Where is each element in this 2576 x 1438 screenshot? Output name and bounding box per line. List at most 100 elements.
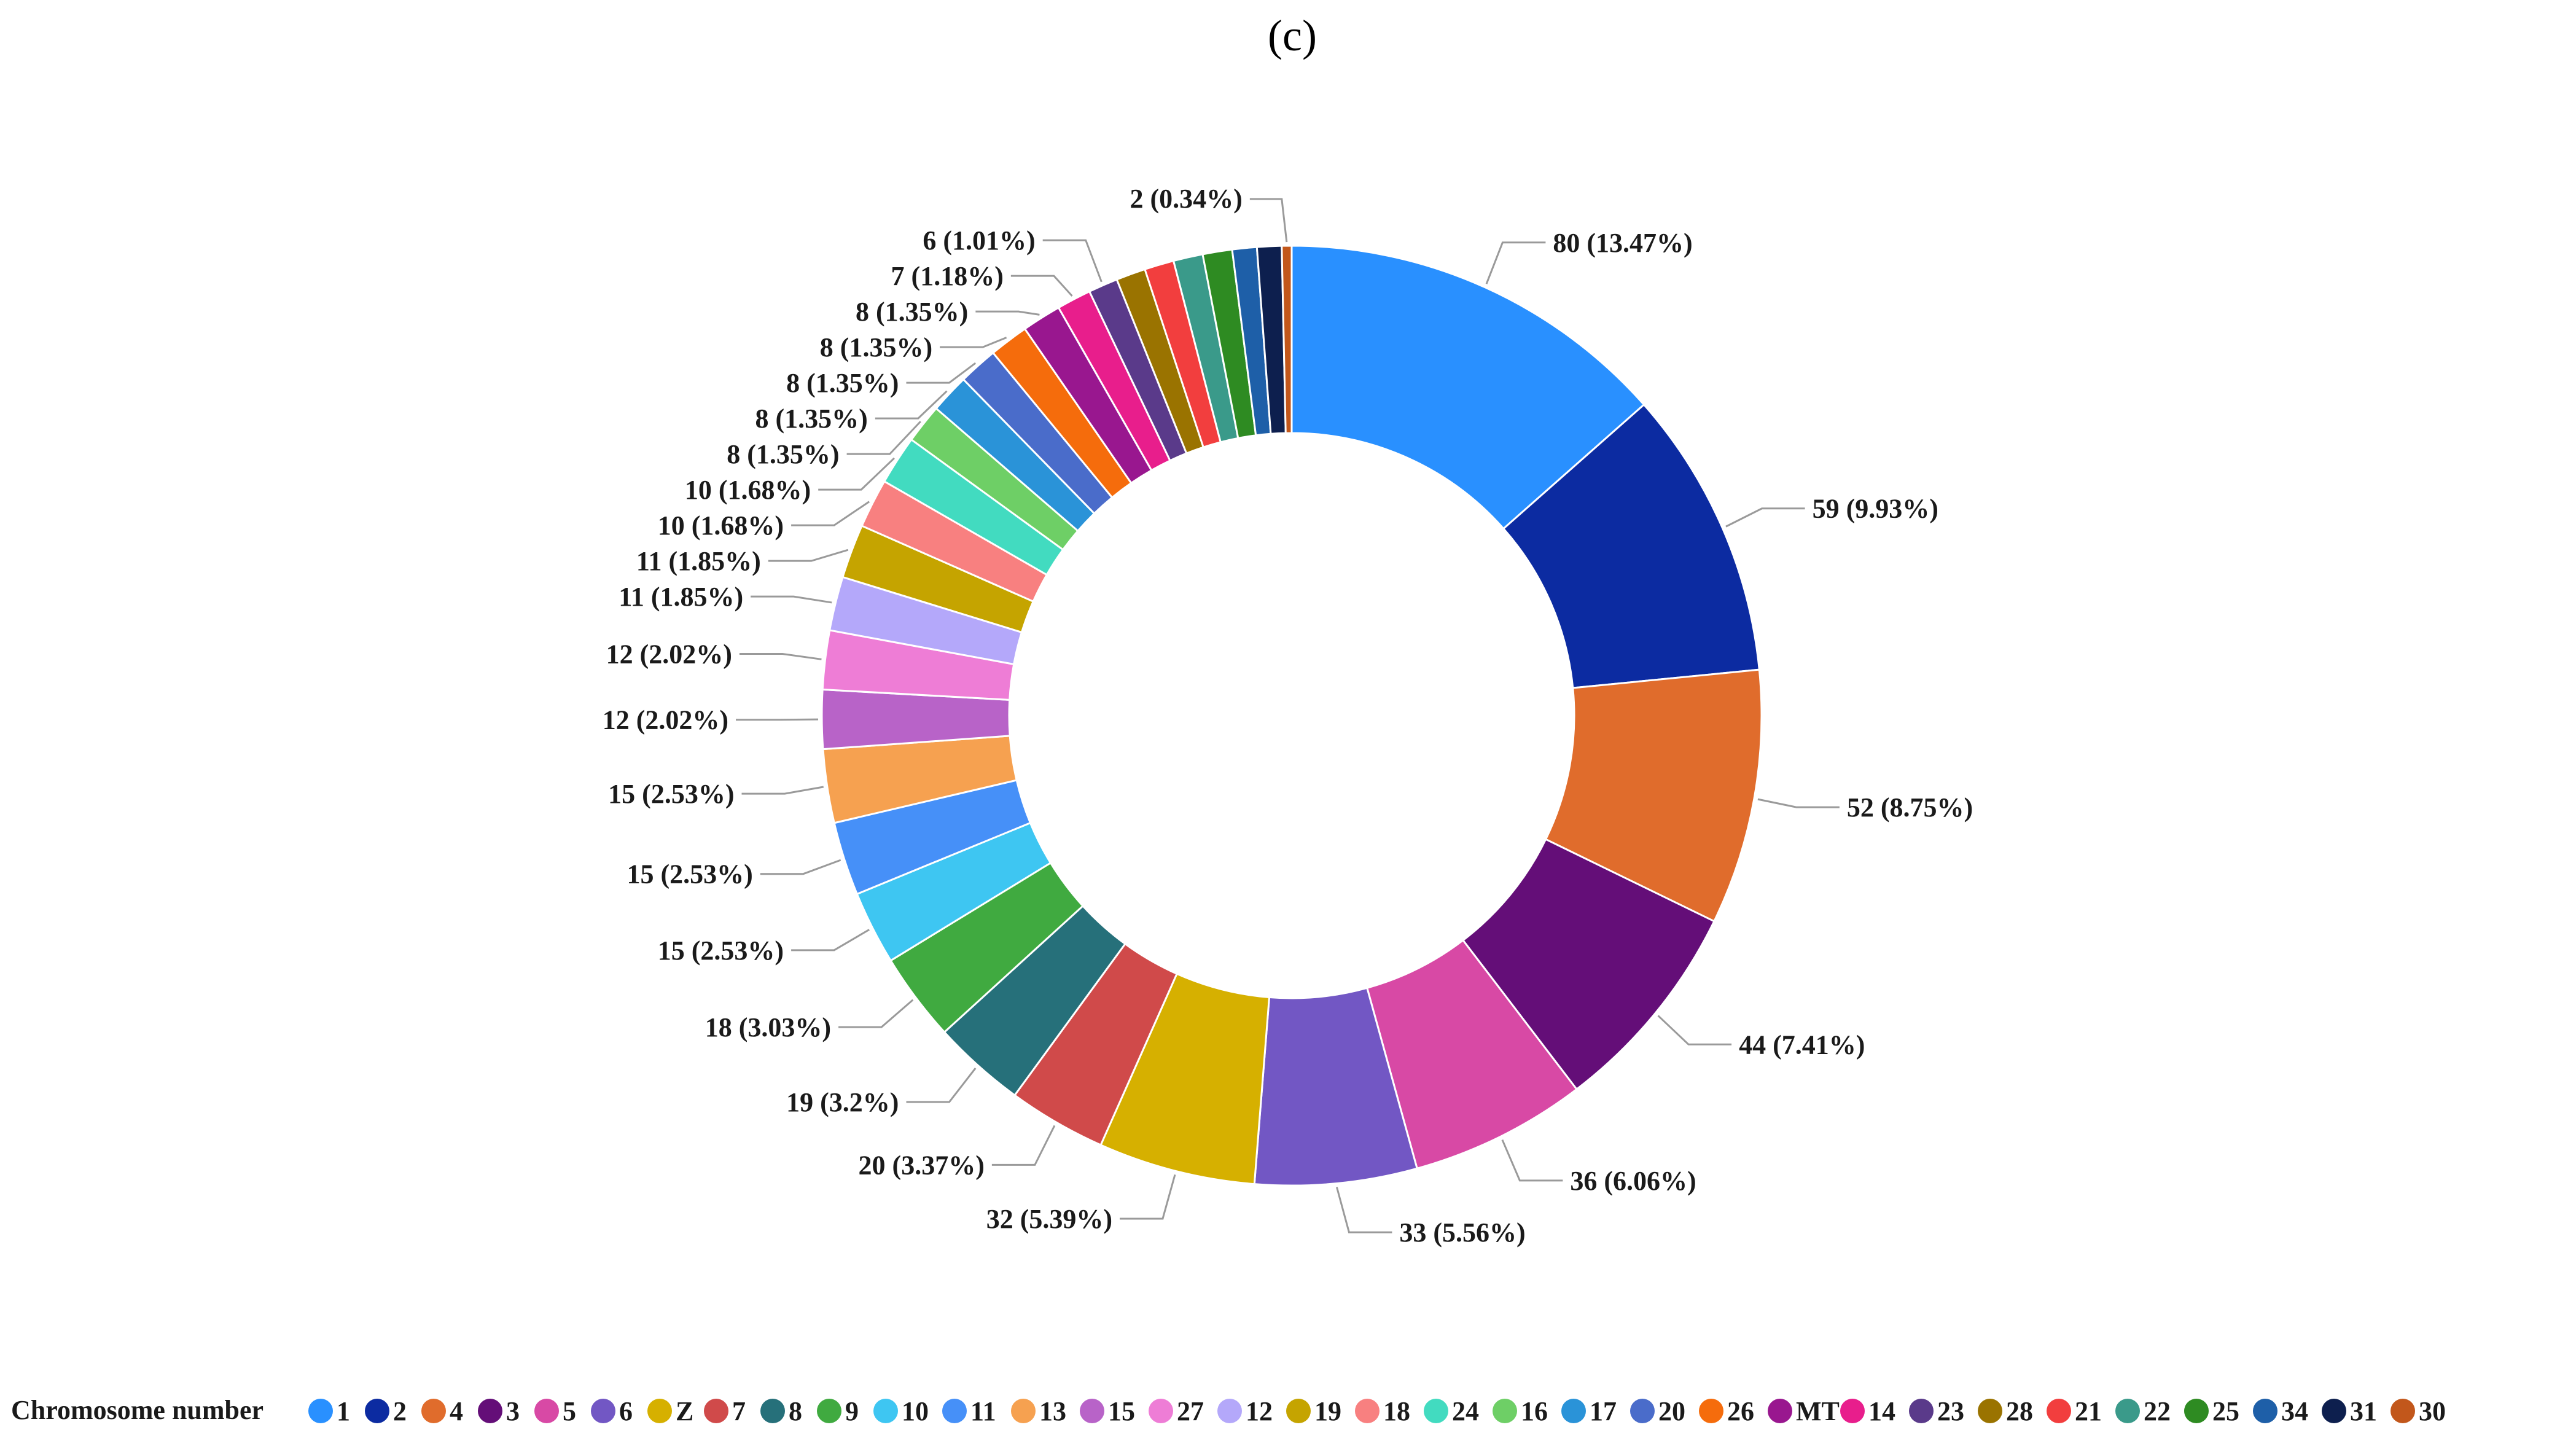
leader-line: [846, 421, 921, 455]
legend-marker-chr-16: [1493, 1399, 1517, 1423]
legend-label-chr-23: 23: [1937, 1396, 1964, 1426]
panel-label: (c): [1268, 11, 1317, 60]
leader-line: [818, 457, 895, 491]
legend-label-chr-34: 34: [2281, 1396, 2308, 1426]
legend-marker-chr-34: [2253, 1399, 2277, 1423]
legend-marker-chr-28: [1978, 1399, 2002, 1423]
legend-marker-chr-13: [1011, 1399, 1036, 1423]
legend-marker-chr-9: [817, 1399, 841, 1423]
slice-label-chr-9: 18 (3.03%): [705, 1012, 831, 1042]
legend-label-chr-19: 19: [1314, 1396, 1341, 1426]
legend-label-chr-28: 28: [2006, 1396, 2033, 1426]
slice-label-chr-17: 8 (1.35%): [755, 404, 868, 434]
legend-label-chr-6: 6: [619, 1396, 633, 1426]
slice-label-chr-7: 20 (3.37%): [859, 1150, 985, 1180]
legend-label-chr-16: 16: [1521, 1396, 1548, 1426]
legend-label-chr-15: 15: [1108, 1396, 1135, 1426]
legend-marker-chr-12: [1217, 1399, 1242, 1423]
slice-label-chr-5: 36 (6.06%): [1570, 1166, 1696, 1196]
legend-label-chr-3: 3: [506, 1396, 520, 1426]
donut-slices: [821, 244, 1763, 1187]
legend-marker-chr-z: [647, 1399, 672, 1423]
legend-label-chr-18: 18: [1383, 1396, 1410, 1426]
legend-label-chr-13: 13: [1039, 1396, 1066, 1426]
leader-line: [791, 929, 870, 952]
legend-marker-chr-2: [365, 1399, 389, 1423]
slice-label-chr-11: 15 (2.53%): [626, 859, 752, 889]
slice-label-chr-12: 11 (1.85%): [619, 582, 743, 612]
slice-label-chr-14: 7 (1.18%): [891, 261, 1004, 291]
slice-chr-30: [1281, 244, 1293, 434]
legend-label-chr-12: 12: [1246, 1396, 1273, 1426]
legend-marker-chr-25: [2184, 1399, 2209, 1423]
leader-line: [838, 999, 914, 1028]
legend-label-chr-24: 24: [1452, 1396, 1479, 1426]
legend-label-chr-25: 25: [2212, 1396, 2239, 1426]
slice-label-chr-23: 6 (1.01%): [923, 225, 1035, 256]
legend-label-chr-11: 11: [970, 1396, 996, 1426]
slice-label-chr-4: 52 (8.75%): [1847, 792, 1973, 823]
legend-marker-chr-3: [478, 1399, 502, 1423]
legend-label-chr-26: 26: [1727, 1396, 1754, 1426]
legend-marker-chr-21: [2047, 1399, 2071, 1423]
slice-label-chr-18: 10 (1.68%): [658, 510, 784, 541]
slice-labels: 80 (13.47%) 59 (9.93%) 52 (8.75%) 44 (7.41%…: [603, 184, 1973, 1248]
leader-line: [875, 390, 948, 420]
leader-lines: [736, 198, 1840, 1233]
slice-label-chr-15: 12 (2.02%): [603, 705, 728, 735]
legend-label-chr-z: Z: [676, 1396, 693, 1426]
legend-marker-chr-30: [2391, 1399, 2415, 1423]
legend-label-chr-9: 9: [845, 1396, 859, 1426]
leader-line: [906, 1068, 977, 1103]
slice-label-chr-z: 32 (5.39%): [986, 1204, 1112, 1234]
legend-label-chr-7: 7: [732, 1396, 746, 1426]
leader-line: [975, 310, 1040, 316]
legend-label-chr-1: 1: [337, 1396, 350, 1426]
legend-label-chr-2: 2: [393, 1396, 407, 1426]
slice-label-chr-2: 59 (9.93%): [1813, 494, 1938, 524]
slice-label-chr-24: 10 (1.68%): [685, 475, 811, 505]
leader-line: [1485, 241, 1546, 284]
leader-line: [1757, 798, 1840, 808]
leader-line: [791, 501, 870, 526]
leader-line: [760, 859, 841, 875]
leader-line: [736, 718, 819, 721]
legend-label-chr-22: 22: [2144, 1396, 2171, 1426]
leader-line: [1725, 507, 1805, 528]
legend-label-chr-17: 17: [1590, 1396, 1617, 1426]
legend-label-chr-30: 30: [2419, 1396, 2446, 1426]
slice-label-chr-30: 2 (0.34%): [1130, 184, 1243, 214]
legend-marker-chr-10: [873, 1399, 898, 1423]
legend-marker-chr-17: [1561, 1399, 1586, 1423]
legend-marker-chr-23: [1909, 1399, 1934, 1423]
legend-label-chr-4: 4: [450, 1396, 463, 1426]
legend-marker-chr-mt: [1768, 1399, 1792, 1423]
leader-line: [1120, 1174, 1176, 1220]
legend-marker-chr-4: [421, 1399, 446, 1423]
legend-label-chr-21: 21: [2075, 1396, 2102, 1426]
leader-line: [1335, 1187, 1392, 1233]
slice-chr-1: [1290, 244, 1645, 530]
legend-marker-chr-18: [1355, 1399, 1380, 1423]
legend-label-chr-mt: MT: [1796, 1396, 1840, 1426]
leader-line: [1010, 275, 1073, 297]
leader-line: [1501, 1139, 1563, 1182]
leader-line: [751, 595, 832, 604]
legend-label-chr-5: 5: [563, 1396, 576, 1426]
slice-label-chr-8: 19 (3.2%): [786, 1087, 899, 1117]
slice-label-chr-mt: 8 (1.35%): [856, 297, 968, 327]
legend-marker-chr-15: [1080, 1399, 1104, 1423]
legend-marker-chr-8: [760, 1399, 785, 1423]
legend-marker-chr-22: [2115, 1399, 2140, 1423]
slice-label-chr-16: 8 (1.35%): [727, 439, 839, 469]
legend-marker-chr-19: [1286, 1399, 1311, 1423]
leader-line: [1657, 1015, 1732, 1045]
slice-label-chr-27: 12 (2.02%): [606, 639, 732, 670]
legend: Chromosome number 1 2 4 3 5 6 Z 7 8 9 10 11 13 15 27 12…: [11, 1395, 2446, 1426]
legend-marker-chr-7: [704, 1399, 728, 1423]
legend-marker-chr-6: [591, 1399, 615, 1423]
slice-label-chr-13: 15 (2.53%): [608, 779, 734, 809]
leader-line: [1042, 239, 1103, 283]
legend-label-chr-20: 20: [1658, 1396, 1685, 1426]
slice-label-chr-6: 33 (5.56%): [1399, 1217, 1525, 1248]
